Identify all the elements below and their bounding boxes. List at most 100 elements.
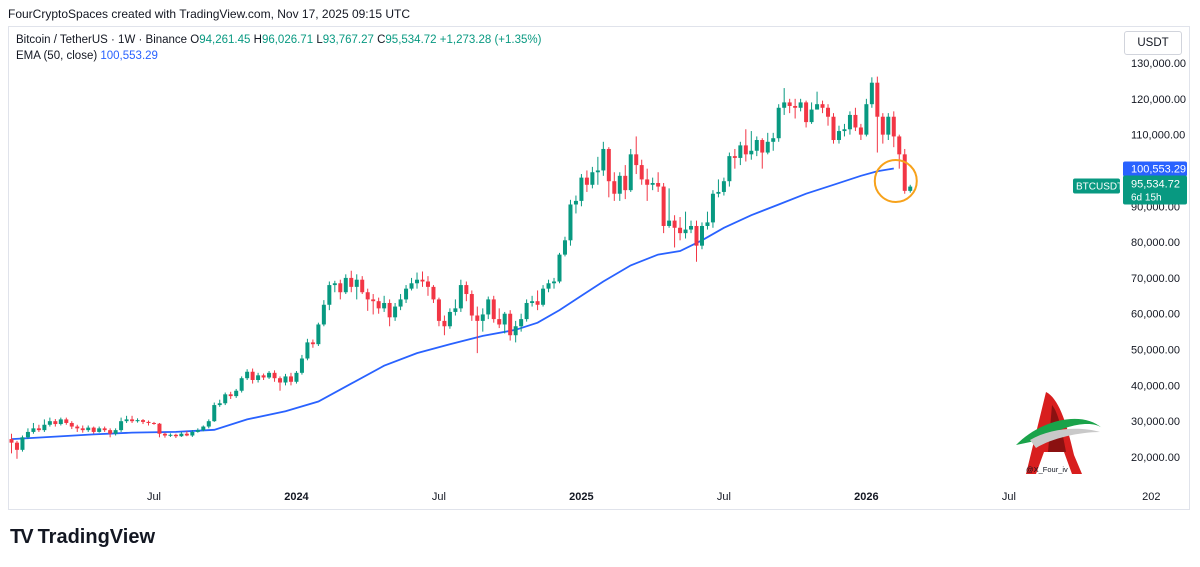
candle	[771, 132, 776, 151]
candle-body	[234, 390, 239, 397]
high-label: H	[253, 34, 262, 46]
candle	[776, 104, 781, 142]
candle	[9, 433, 14, 454]
price-axis: 130,000.00120,000.00110,000.00100,000.00…	[1131, 58, 1186, 464]
candle	[804, 100, 809, 128]
candle-body	[267, 372, 272, 378]
candle-body	[393, 306, 398, 318]
tradingview-brand: TradingView	[37, 526, 156, 548]
candle	[656, 172, 661, 192]
candle-body	[327, 285, 332, 305]
candle	[661, 182, 666, 234]
candle-body	[69, 422, 74, 427]
candle	[228, 391, 233, 399]
candle-body	[595, 170, 600, 173]
candle-body	[710, 193, 715, 223]
candle	[157, 422, 162, 438]
candle	[343, 274, 348, 295]
candle	[710, 190, 715, 228]
candle	[678, 217, 683, 241]
candle-body	[382, 302, 387, 309]
ohlc-row: Bitcoin / TetherUS · 1W · Binance O94,26…	[16, 32, 541, 48]
candle-body	[316, 324, 321, 345]
candle	[502, 311, 507, 334]
candle-body	[387, 302, 392, 318]
candle-body	[875, 82, 880, 117]
x-tick-label: 2026	[854, 491, 878, 503]
candle-body	[683, 229, 688, 234]
candle	[645, 168, 650, 201]
candle	[102, 426, 107, 432]
watermark-logo: @X_Four_iv	[1016, 392, 1102, 474]
candle	[31, 422, 36, 434]
candle	[727, 152, 732, 187]
candle-body	[897, 136, 902, 155]
ema-label[interactable]: EMA (50, close)	[16, 50, 98, 62]
candle	[793, 98, 798, 119]
candle	[97, 426, 102, 433]
candle-body	[294, 372, 299, 382]
candle-body	[902, 154, 907, 191]
candle-body	[305, 342, 310, 359]
open-value: 94,261.45	[199, 34, 251, 46]
candle	[535, 290, 540, 311]
low-value: 93,767.27	[322, 34, 374, 46]
candle-body	[880, 116, 885, 135]
candle	[760, 138, 765, 169]
candle-body	[513, 326, 518, 336]
candle-body	[552, 281, 557, 284]
candle-body	[42, 424, 47, 431]
tradingview-mark-icon: TV	[10, 526, 34, 548]
candle	[20, 435, 25, 452]
symbol-label[interactable]: Bitcoin / TetherUS · 1W · Binance	[16, 34, 188, 46]
candle	[634, 136, 639, 175]
candle	[316, 322, 321, 346]
candle-body	[793, 105, 798, 108]
candle	[415, 272, 420, 289]
candle-body	[541, 288, 546, 305]
candle-body	[91, 427, 96, 432]
candle	[349, 270, 354, 293]
candle	[743, 129, 748, 162]
candle	[119, 417, 124, 432]
low-label: L	[316, 34, 323, 46]
candle	[393, 302, 398, 321]
candle	[798, 98, 803, 112]
candle	[398, 294, 403, 311]
candle	[86, 425, 91, 432]
candle-body	[787, 102, 792, 106]
candle-body	[184, 433, 189, 436]
candle-body	[617, 175, 622, 194]
candle-body	[415, 279, 420, 284]
candle-body	[469, 294, 474, 316]
candle-body	[206, 421, 211, 427]
currency-button[interactable]: USDT	[1124, 31, 1182, 55]
y-tick-label: 120,000.00	[1131, 94, 1186, 106]
candle-body	[562, 240, 567, 255]
ema-price-tag-text: 100,553.29	[1131, 163, 1186, 175]
y-tick-label: 110,000.00	[1131, 130, 1185, 142]
attribution-text: FourCryptoSpaces created with TradingVie…	[8, 7, 410, 21]
x-tick-label: 202	[1142, 491, 1160, 503]
candle	[338, 279, 343, 300]
candle	[617, 172, 622, 201]
candle	[305, 338, 310, 361]
ema-value: 100,553.29	[100, 50, 158, 62]
candle-body	[776, 107, 781, 139]
candle	[765, 132, 770, 155]
candle	[584, 170, 589, 192]
y-tick-label: 40,000.00	[1131, 380, 1180, 392]
candle-body	[228, 394, 233, 397]
chart-panel[interactable]	[8, 26, 1190, 510]
candle	[864, 98, 869, 137]
candle-body	[705, 222, 710, 226]
candle	[75, 424, 80, 432]
tradingview-logo[interactable]: TV TradingView	[10, 526, 155, 549]
candle	[809, 102, 814, 124]
candle-body	[524, 302, 529, 320]
candle	[683, 211, 688, 239]
candle	[486, 296, 491, 320]
candle	[453, 299, 458, 316]
candle-body	[239, 378, 244, 391]
